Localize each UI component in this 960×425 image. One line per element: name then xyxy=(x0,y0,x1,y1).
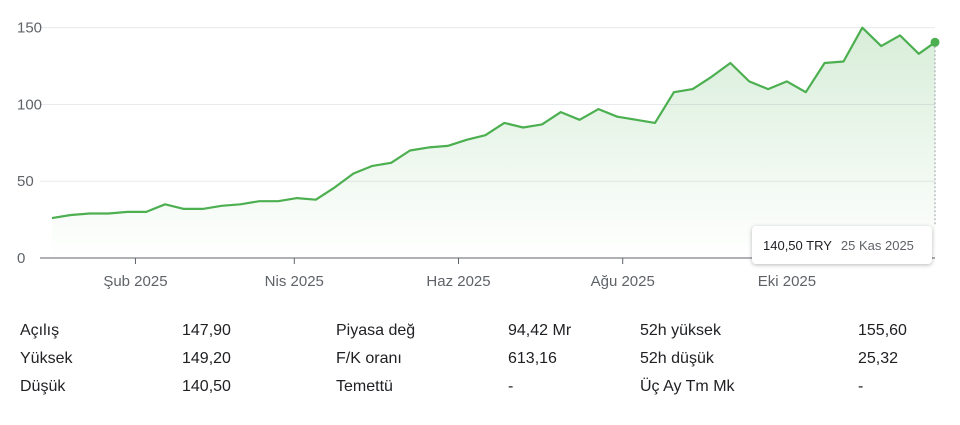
stat-label: 52h yüksek xyxy=(640,322,721,339)
stat-row: Açılış 147,90 Piyasa değ 94,42 Mr 52h yü… xyxy=(20,318,940,346)
y-tick-label: 100 xyxy=(17,96,42,113)
price-line xyxy=(51,26,936,220)
x-tick-label: Ağu 2025 xyxy=(591,273,655,290)
stat-label: Temettü xyxy=(336,378,393,395)
tooltip-price: 140,50 TRY xyxy=(763,237,832,253)
x-tick-label: Eki 2025 xyxy=(758,273,816,290)
stat-label: F/K oranı xyxy=(336,350,402,367)
price-area xyxy=(52,27,935,259)
stat-label: Piyasa değ xyxy=(336,322,416,339)
stat-value: 147,90 xyxy=(182,322,231,339)
y-tick-label: 0 xyxy=(17,250,25,267)
price-tooltip: 140,50 TRY 25 Kas 2025 xyxy=(752,226,932,264)
x-tick-label: Haz 2025 xyxy=(426,273,490,290)
stat-value: 140,50 xyxy=(182,378,231,395)
stat-label: Yüksek xyxy=(20,350,73,367)
price-chart[interactable]: 0 50 100 150 Şub 2025 Nis 2025 Haz 2025 Ağu 20… xyxy=(0,0,960,300)
y-tick-label: 150 xyxy=(17,20,42,37)
stat-value: - xyxy=(508,378,514,395)
x-axis: Şub 2025 Nis 2025 Haz 2025 Ağu 2025 Eki 2025 xyxy=(103,258,816,290)
stat-label: 52h düşük xyxy=(640,350,714,367)
tooltip-date: 25 Kas 2025 xyxy=(840,237,914,253)
stat-value: 613,16 xyxy=(508,350,557,367)
x-tick-label: Şub 2025 xyxy=(103,273,167,290)
x-tick-label: Nis 2025 xyxy=(265,273,324,290)
hover-point xyxy=(930,37,940,47)
y-axis: 0 50 100 150 xyxy=(17,20,42,267)
stat-value: 149,20 xyxy=(182,350,231,367)
stat-label: Üç Ay Tm Mk xyxy=(640,378,735,395)
stat-value: 94,42 Mr xyxy=(508,322,572,339)
key-stats: Açılış 147,90 Piyasa değ 94,42 Mr 52h yü… xyxy=(20,318,940,402)
stat-row: Yüksek 149,20 F/K oranı 613,16 52h düşük… xyxy=(20,346,940,374)
stat-row: Düşük 140,50 Temettü - Üç Ay Tm Mk - xyxy=(20,374,940,402)
stat-value: - xyxy=(858,378,864,395)
stat-value: 25,32 xyxy=(858,350,899,367)
stat-value: 155,60 xyxy=(858,322,907,339)
y-tick-label: 50 xyxy=(17,173,34,190)
stat-label: Düşük xyxy=(20,378,66,395)
stat-label: Açılış xyxy=(20,322,60,339)
